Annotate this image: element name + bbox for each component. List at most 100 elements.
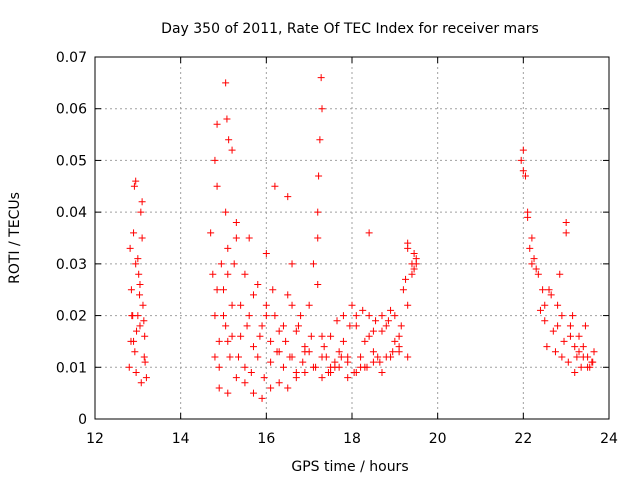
data-point (528, 260, 536, 268)
data-point (249, 389, 257, 397)
data-point (372, 317, 380, 325)
data-point (316, 136, 324, 144)
data-point (335, 348, 343, 356)
data-point (558, 353, 566, 361)
data-point (142, 374, 150, 382)
data-point (284, 384, 292, 392)
data-point (141, 332, 149, 340)
data-point (590, 348, 598, 356)
data-point (220, 312, 227, 320)
data-point (230, 260, 238, 268)
data-point (551, 348, 559, 356)
data-point (517, 156, 525, 164)
data-point (384, 317, 392, 325)
data-point (589, 358, 597, 366)
data-point (378, 368, 386, 376)
data-point (232, 218, 240, 226)
data-point (317, 74, 325, 82)
data-point (138, 198, 146, 206)
data-point (211, 353, 219, 361)
x-tick-label: 18 (343, 431, 361, 447)
data-point (294, 322, 302, 330)
data-point (361, 337, 369, 345)
data-point (365, 312, 373, 320)
data-point (269, 286, 277, 294)
data-point (267, 337, 275, 345)
data-point (223, 115, 231, 123)
grid-lines (95, 57, 609, 419)
x-axis-label: GPS time / hours (291, 459, 408, 475)
data-point (387, 306, 395, 314)
data-point (564, 358, 572, 366)
data-point (357, 353, 365, 361)
data-point (301, 368, 309, 376)
data-point (575, 332, 583, 340)
data-point (333, 317, 341, 325)
data-point (237, 301, 245, 309)
data-points (125, 74, 598, 402)
data-point (352, 322, 360, 330)
data-point (232, 374, 240, 382)
data-point (224, 389, 232, 397)
data-point (339, 337, 347, 345)
data-point (584, 353, 592, 361)
data-point (318, 105, 326, 113)
data-point (374, 353, 382, 361)
data-point (225, 136, 233, 144)
data-point (314, 234, 322, 242)
data-point (395, 332, 403, 340)
y-tick-label: 0 (78, 412, 87, 428)
data-point (288, 301, 296, 309)
data-point (215, 363, 223, 371)
data-point (314, 208, 322, 216)
data-point (369, 348, 377, 356)
data-point (397, 322, 405, 330)
data-point (410, 265, 418, 273)
data-point (247, 368, 255, 376)
data-point (228, 301, 236, 309)
y-tick-label: 0.04 (56, 205, 87, 221)
data-point (528, 234, 536, 242)
data-point (243, 322, 251, 330)
data-point (399, 286, 407, 294)
data-point (536, 306, 544, 314)
data-point (521, 172, 529, 180)
data-point (301, 348, 309, 356)
data-point (327, 332, 335, 340)
data-point (140, 353, 148, 361)
data-point (237, 332, 245, 340)
data-point (579, 343, 587, 351)
data-point (566, 332, 574, 340)
data-point (378, 327, 386, 335)
data-point (131, 348, 139, 356)
x-tick-label: 14 (172, 431, 190, 447)
data-point (352, 312, 360, 320)
data-point (519, 146, 527, 154)
data-point (130, 182, 138, 190)
data-point (569, 312, 577, 320)
data-point (256, 332, 264, 340)
data-point (549, 327, 557, 335)
data-point (125, 363, 133, 371)
data-point (130, 229, 138, 237)
data-point (404, 353, 412, 361)
data-point (258, 322, 266, 330)
data-point (581, 322, 589, 330)
data-point (249, 291, 257, 299)
data-point (279, 363, 287, 371)
data-point (562, 229, 570, 237)
data-point (132, 368, 140, 376)
data-point (127, 337, 135, 345)
data-point (395, 348, 403, 356)
data-point (224, 270, 232, 278)
data-point (260, 374, 268, 382)
data-point (402, 275, 410, 283)
data-point (211, 312, 219, 320)
data-point (262, 312, 270, 320)
data-point (213, 182, 221, 190)
data-point (222, 79, 230, 87)
y-tick-label: 0.03 (56, 257, 87, 273)
y-tick-label: 0.07 (56, 50, 87, 66)
data-point (134, 255, 142, 263)
